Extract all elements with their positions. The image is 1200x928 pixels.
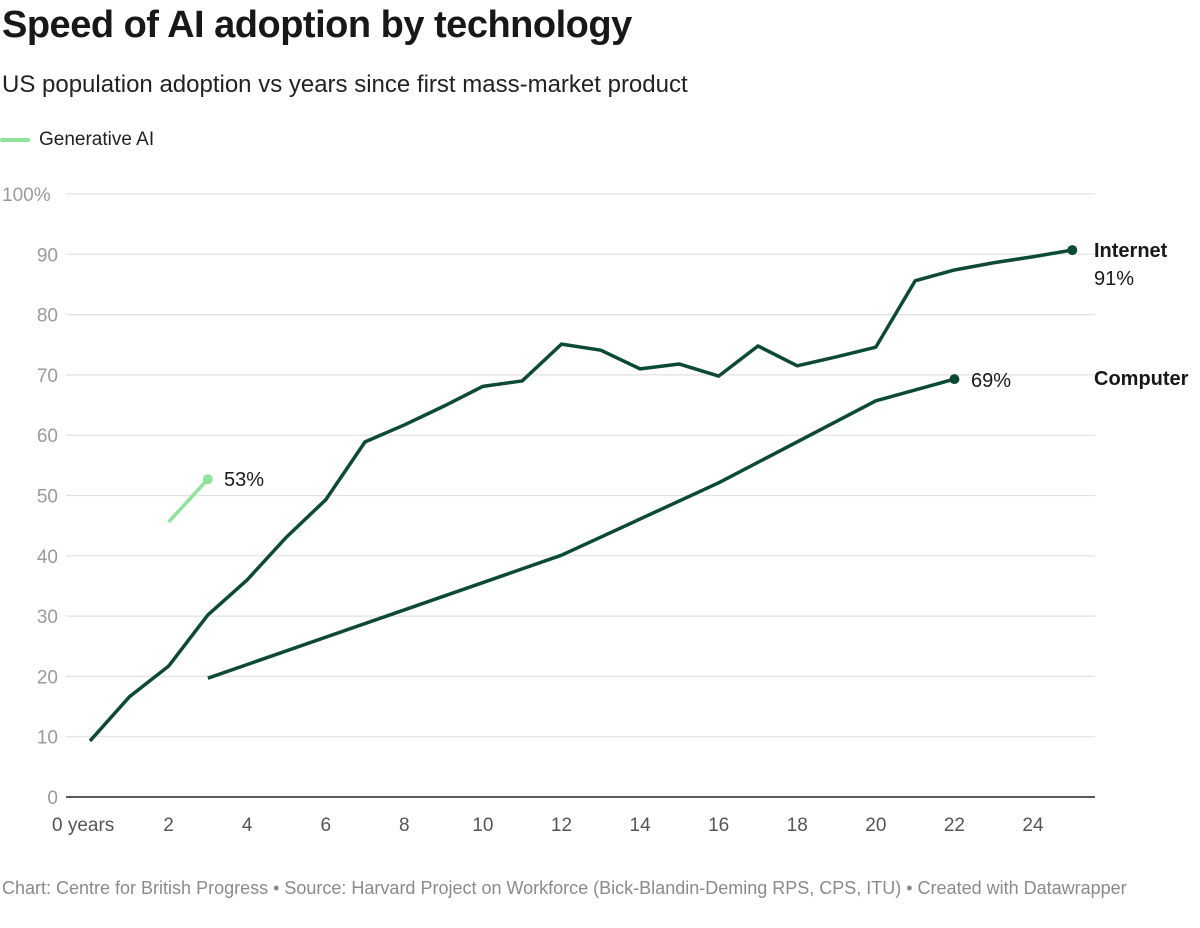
x-tick-label: 16 [708, 815, 729, 836]
x-tick-label: 10 [472, 815, 493, 836]
x-tick-label: 18 [787, 815, 808, 836]
value-label-internet: 91% [1094, 268, 1134, 290]
value-label-generative-ai: 53% [224, 469, 264, 491]
y-tick-label: 70 [37, 366, 58, 387]
chart-subtitle: US population adoption vs years since fi… [2, 71, 688, 98]
end-point-computer [949, 374, 960, 385]
x-tick-label: 12 [551, 815, 572, 836]
x-tick-label: 4 [242, 815, 253, 836]
y-tick-label: 10 [37, 728, 58, 749]
end-point-internet [1067, 245, 1078, 256]
label-computer: Computer [1094, 368, 1189, 390]
x-tick-label: 0 years [52, 815, 114, 836]
series-line-internet [88, 248, 1073, 743]
y-tick-label: 100% [2, 185, 51, 206]
y-tick-label: 50 [37, 487, 58, 508]
chart-footer: Chart: Centre for British Progress • Sou… [2, 878, 1127, 898]
x-tick-label: 2 [163, 815, 174, 836]
series-line-generative-ai [167, 478, 210, 524]
y-tick-label: 80 [37, 306, 58, 327]
y-tick-label: 60 [37, 426, 58, 447]
y-tick-label: 90 [37, 245, 58, 266]
x-tick-label: 14 [630, 815, 652, 836]
series-line-computer [207, 377, 955, 680]
y-tick-label: 30 [37, 607, 58, 628]
x-tick-label: 20 [865, 815, 886, 836]
label-internet: Internet [1094, 240, 1168, 262]
x-tick-label: 8 [399, 815, 410, 836]
y-tick-label: 40 [37, 547, 58, 568]
value-label-computer: 69% [971, 370, 1011, 392]
x-tick-label: 24 [1022, 815, 1044, 836]
legend-swatch-generative-ai [0, 138, 30, 142]
x-tick-label: 22 [944, 815, 965, 836]
y-tick-label: 20 [37, 667, 58, 688]
legend: Generative AI [0, 129, 154, 151]
chart-title: Speed of AI adoption by technology [2, 4, 632, 46]
end-point-generative-ai [202, 474, 213, 485]
legend-label-generative-ai: Generative AI [39, 129, 155, 150]
x-tick-label: 6 [320, 815, 331, 836]
y-tick-label: 0 [47, 788, 58, 809]
